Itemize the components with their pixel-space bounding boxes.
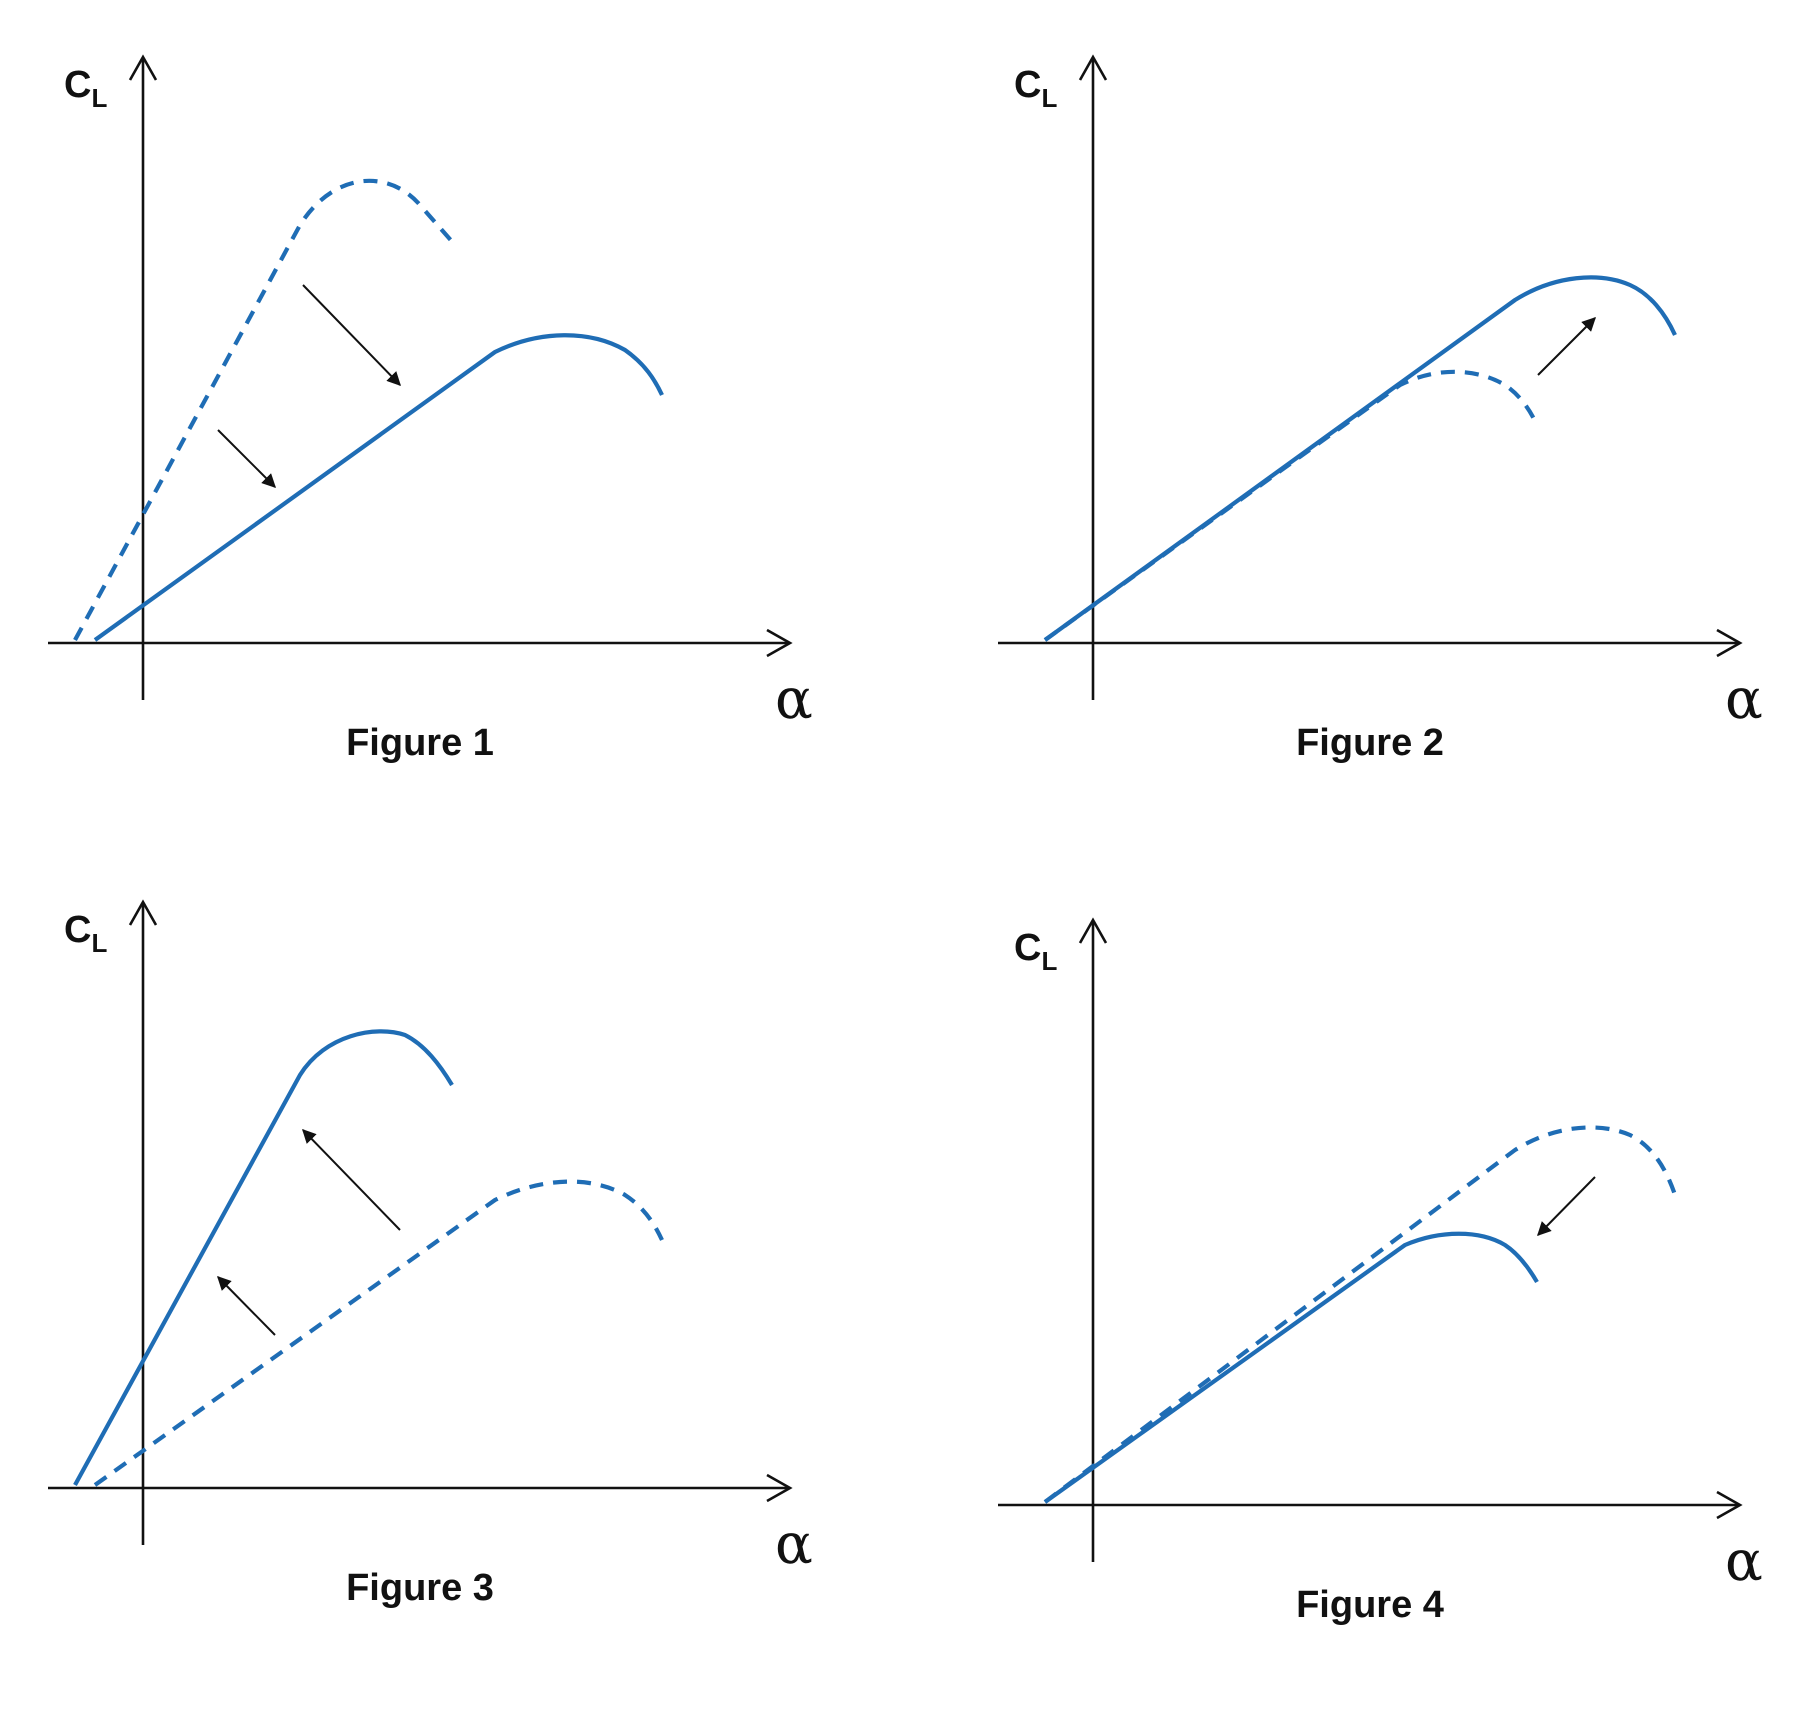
shift-arrow <box>1537 1176 1596 1236</box>
y-axis-label: CL <box>1014 64 1057 113</box>
original-lift-curve <box>1043 369 1539 642</box>
y-axis-label: CL <box>1014 927 1057 976</box>
y-axis-arrowhead <box>1078 54 1108 81</box>
x-axis-label: α <box>775 1512 813 1577</box>
y-axis-arrowhead <box>1078 917 1108 944</box>
shift-arrow <box>1537 317 1596 376</box>
x-axis-arrowhead <box>766 628 793 658</box>
figure-caption: Figure 4 <box>1296 1584 1444 1626</box>
y-axis-arrowhead <box>128 899 158 926</box>
y-axis-arrowhead <box>128 54 158 81</box>
x-axis-label: α <box>1725 1529 1763 1594</box>
shift-arrow <box>217 429 276 488</box>
x-axis-label: α <box>775 667 813 732</box>
modified-lift-curve <box>93 333 664 642</box>
x-axis-arrowhead <box>766 1473 793 1503</box>
modified-lift-curve <box>1043 275 1677 642</box>
x-axis-arrowhead <box>1716 1490 1743 1520</box>
modified-lift-curve <box>1043 1231 1539 1504</box>
x-axis-arrowhead <box>1716 628 1743 658</box>
figure-1: CL α Figure 1 <box>48 54 813 764</box>
x-axis-label: α <box>1725 667 1763 732</box>
y-axis-label: CL <box>64 909 107 958</box>
figure-3: CL α Figure 3 <box>48 899 813 1609</box>
shift-arrow <box>302 1128 401 1231</box>
modified-lift-curve <box>73 1029 454 1487</box>
y-axis-label: CL <box>64 64 107 113</box>
shift-arrow <box>302 284 401 387</box>
original-lift-curve <box>73 178 457 642</box>
figure-caption: Figure 2 <box>1296 722 1444 764</box>
figure-caption: Figure 1 <box>346 722 494 764</box>
figure-caption: Figure 3 <box>346 1567 494 1609</box>
original-lift-curve <box>93 1179 664 1487</box>
figure-4: CL α Figure 4 <box>998 917 1763 1626</box>
original-lift-curve <box>1043 1125 1677 1504</box>
figure-2: CL α Figure 2 <box>998 54 1763 764</box>
shift-arrow <box>217 1276 276 1336</box>
